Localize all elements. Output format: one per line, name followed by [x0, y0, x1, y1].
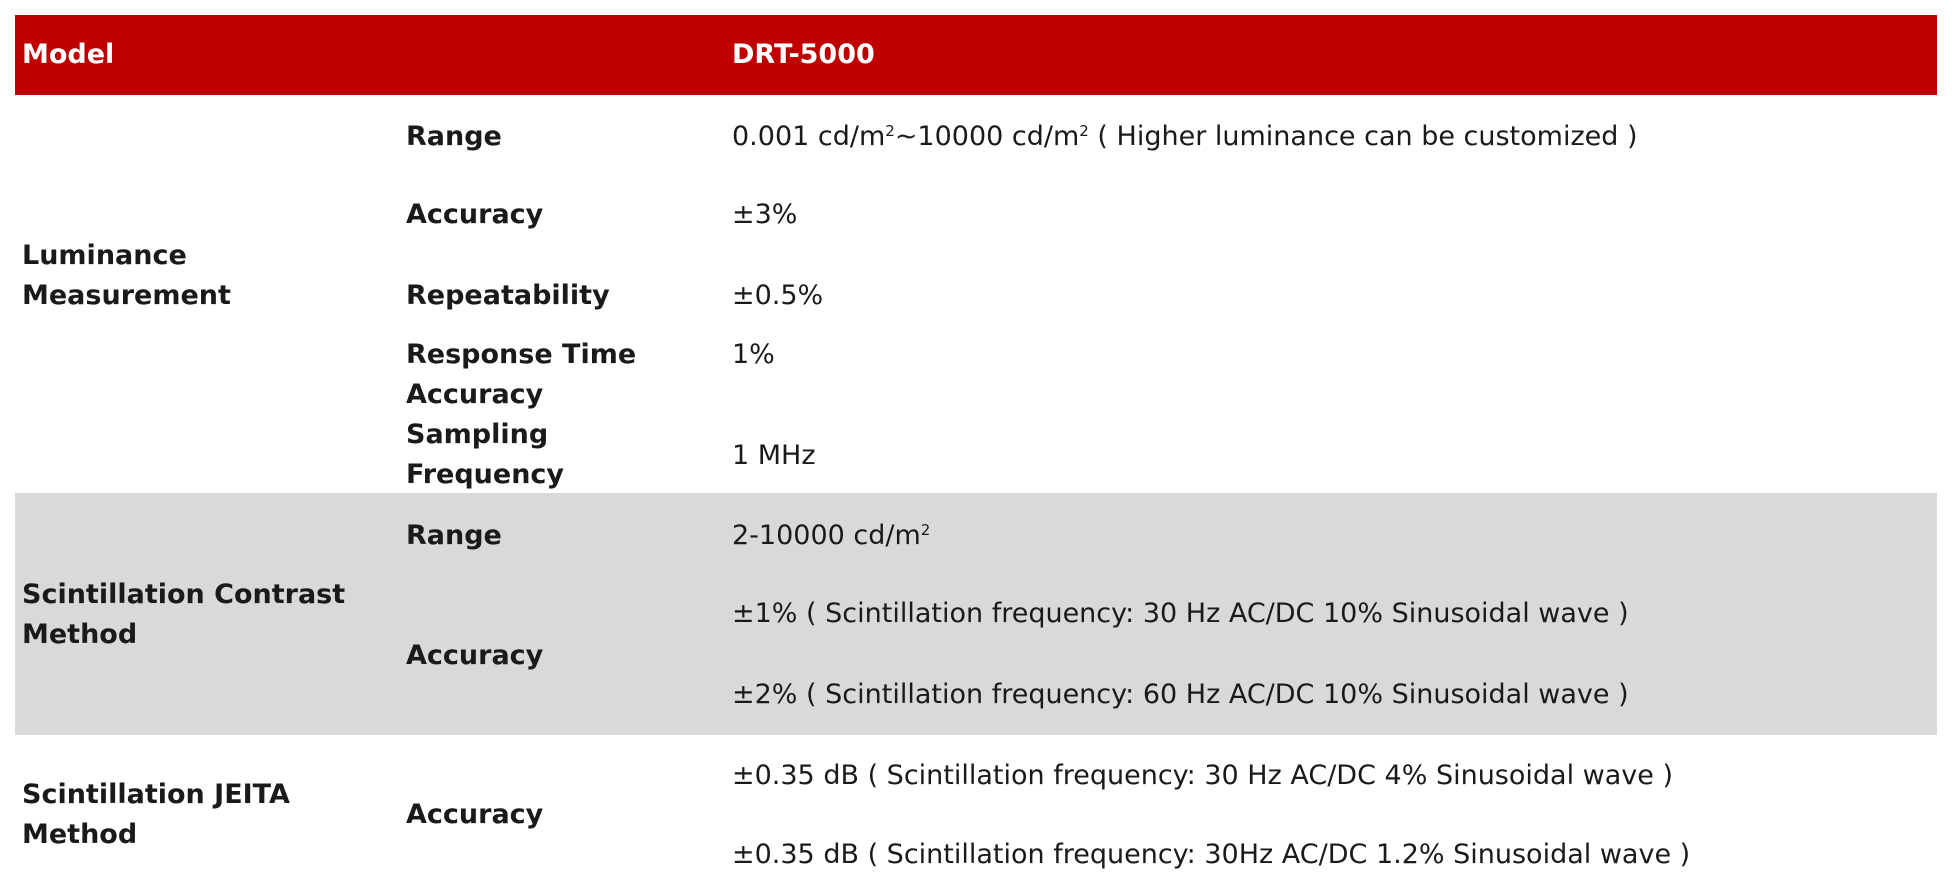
sampling-frequency-label: Sampling Frequency [406, 415, 564, 495]
header-model-value: DRT-5000 [732, 39, 875, 70]
contrast-range-value: 2-10000 cd/m2 [732, 516, 930, 556]
jeita-accuracy-label: Accuracy [406, 799, 544, 830]
contrast-range-label: Range [406, 520, 502, 551]
contrast-section-bg [15, 493, 1937, 735]
group-line: Scintillation JEITA [22, 779, 290, 810]
table-header [15, 15, 1937, 95]
header-model-label: Model [22, 39, 115, 70]
label-line: Response Time [406, 339, 637, 370]
superscript: 2 [885, 122, 895, 140]
group-line: Method [22, 619, 138, 650]
group-line: Scintillation Contrast [22, 579, 346, 610]
label-line: Frequency [406, 459, 565, 490]
luminance-range-label: Range [406, 121, 502, 152]
contrast-group-label: Scintillation Contrast Method [22, 575, 345, 655]
luminance-accuracy-value: ±3% [732, 199, 798, 230]
jeita-accuracy-value-2: ±0.35 dB ( Scintillation frequency: 30Hz… [732, 839, 1691, 870]
contrast-accuracy-label: Accuracy [406, 640, 544, 671]
value-text: ( Higher luminance can be customized ) [1088, 121, 1638, 152]
contrast-accuracy-value-2: ±2% ( Scintillation frequency: 60 Hz AC/… [732, 679, 1629, 710]
luminance-group-label: Luminance Measurement [22, 236, 231, 316]
superscript: 2 [1079, 122, 1089, 140]
contrast-accuracy-value-1: ±1% ( Scintillation frequency: 30 Hz AC/… [732, 598, 1629, 629]
superscript: 2 [920, 521, 931, 539]
label-line: Sampling [406, 419, 549, 450]
group-line: Luminance [22, 240, 187, 271]
repeatability-value: ±0.5% [732, 280, 824, 311]
label-line: Accuracy [406, 379, 544, 410]
value-text: 2-10000 cd/m [732, 520, 921, 551]
response-time-value: 1% [732, 339, 775, 370]
jeita-accuracy-value-1: ±0.35 dB ( Scintillation frequency: 30 H… [732, 760, 1673, 791]
jeita-group-label: Scintillation JEITA Method [22, 775, 290, 855]
group-line: Method [22, 819, 138, 850]
group-line: Measurement [22, 280, 231, 311]
value-text: ~10000 cd/m [894, 121, 1080, 152]
repeatability-label: Repeatability [406, 280, 610, 311]
value-text: 0.001 cd/m [732, 121, 886, 152]
response-time-label: Response Time Accuracy [406, 335, 636, 415]
sampling-frequency-value: 1 MHz [732, 440, 816, 471]
luminance-accuracy-label: Accuracy [406, 199, 544, 230]
luminance-range-value: 0.001 cd/m2~10000 cd/m2 ( Higher luminan… [732, 117, 1638, 157]
